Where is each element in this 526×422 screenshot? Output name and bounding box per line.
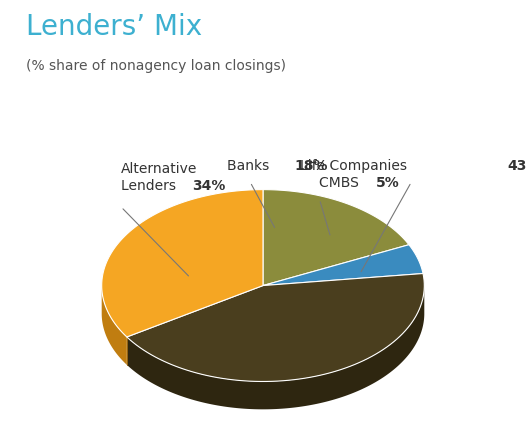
Polygon shape [263,189,409,286]
Text: 18%: 18% [295,159,328,173]
Text: 34%: 34% [192,179,226,193]
Text: (% share of nonagency loan closings): (% share of nonagency loan closings) [26,59,286,73]
Text: 5%: 5% [376,176,400,190]
Text: Lenders: Lenders [121,179,180,193]
Polygon shape [127,273,424,381]
Polygon shape [127,287,424,409]
Text: CMBS: CMBS [319,176,363,190]
Text: Alternative: Alternative [121,162,197,176]
Text: 43%: 43% [507,159,526,173]
Polygon shape [102,286,127,365]
Polygon shape [102,189,263,337]
Text: Banks: Banks [227,159,274,173]
Polygon shape [263,245,423,286]
Text: Lenders’ Mix: Lenders’ Mix [26,13,203,41]
Text: Life Companies: Life Companies [300,159,411,173]
